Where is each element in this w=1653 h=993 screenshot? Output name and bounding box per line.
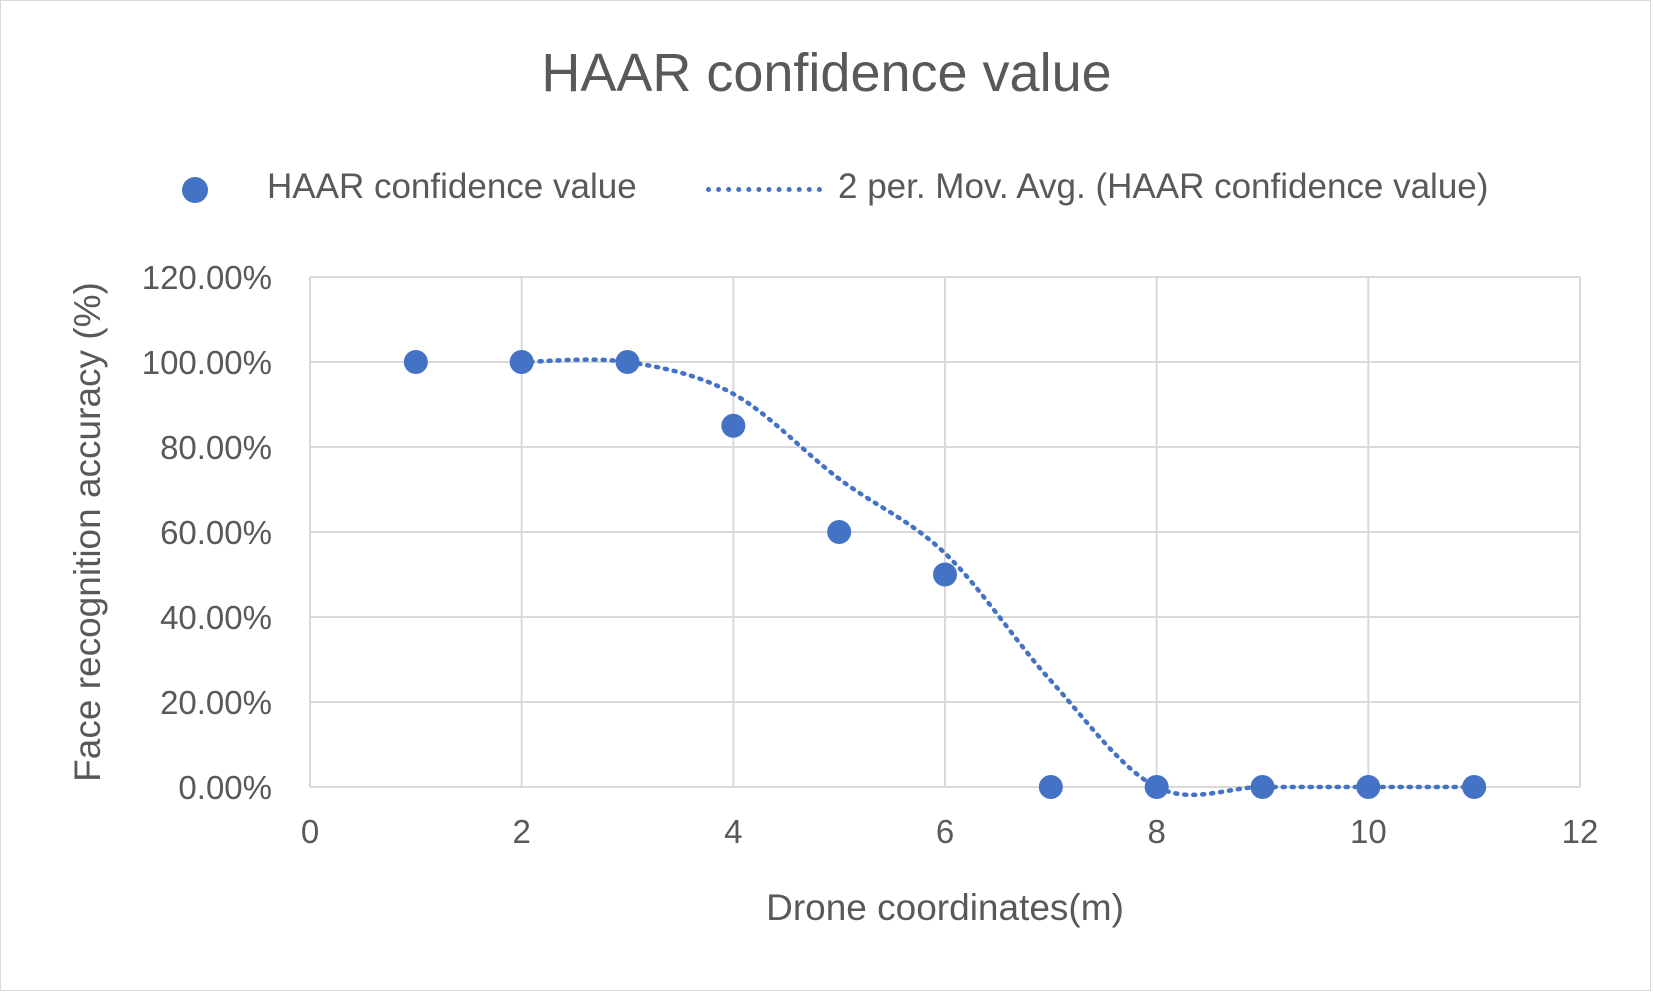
data-point — [1038, 775, 1063, 799]
legend-label-moving-average: 2 per. Mov. Avg. (HAAR confidence value) — [838, 167, 1489, 206]
x-tick-label: 2 — [512, 813, 530, 850]
y-tick-label: 40.00% — [160, 599, 272, 636]
x-tick-label: 0 — [301, 813, 319, 850]
legend-marker-moving-average — [706, 187, 822, 192]
x-axis-title: Drone coordinates(m) — [766, 887, 1124, 928]
y-tick-label: 80.00% — [160, 429, 272, 466]
data-point — [509, 350, 534, 374]
y-axis-title: Face recognition accuracy (%) — [67, 282, 108, 782]
y-tick-label: 100.00% — [142, 344, 272, 381]
x-tick-label: 8 — [1147, 813, 1165, 850]
y-tick-label: 0.00% — [178, 769, 272, 806]
data-point — [1462, 775, 1487, 799]
data-point — [1250, 775, 1275, 799]
x-tick-label: 12 — [1562, 813, 1599, 850]
x-tick-label: 4 — [724, 813, 742, 850]
data-point — [933, 562, 957, 587]
legend-label-scatter: HAAR confidence value — [267, 167, 637, 206]
data-point — [1356, 775, 1381, 799]
data-point — [615, 350, 640, 374]
y-tick-label: 120.00% — [142, 259, 272, 296]
y-tick-label: 20.00% — [160, 684, 272, 721]
data-point — [1144, 775, 1169, 799]
moving-average-line — [519, 357, 1477, 798]
legend-marker-scatter — [182, 177, 208, 203]
x-tick-label: 6 — [936, 813, 954, 850]
y-tick-label: 60.00% — [160, 514, 272, 551]
x-tick-label: 10 — [1350, 813, 1387, 850]
data-point — [721, 413, 746, 438]
chart-title: HAAR confidence value — [541, 43, 1112, 103]
data-point — [403, 350, 428, 374]
data-point — [827, 520, 852, 544]
legend: HAAR confidence value 2 per. Mov. Avg. (… — [0, 163, 1653, 213]
